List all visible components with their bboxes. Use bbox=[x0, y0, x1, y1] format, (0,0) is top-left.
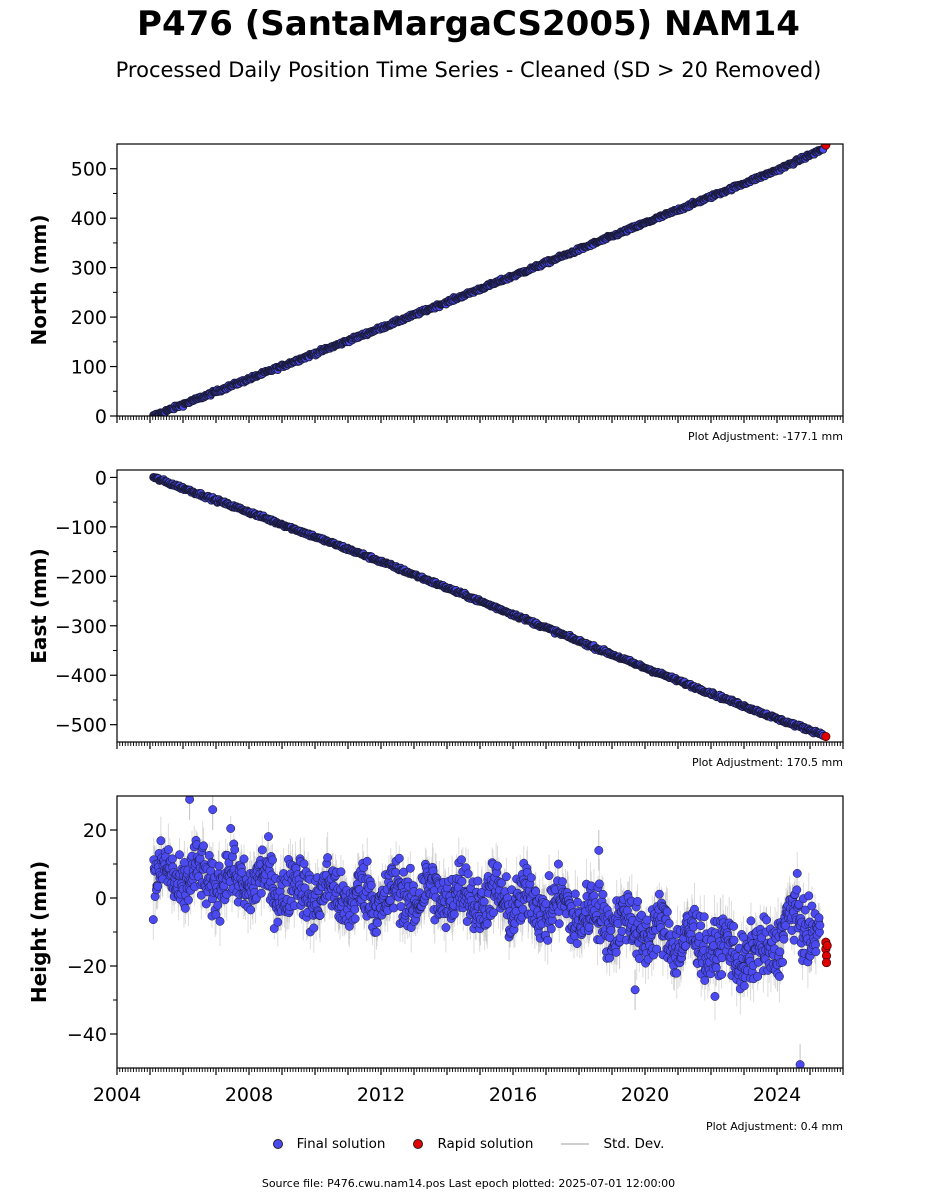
y-tick-label: 100 bbox=[71, 357, 107, 379]
rapid-solution-points bbox=[821, 144, 831, 150]
plot-area bbox=[148, 796, 832, 1068]
y-tick-label: 300 bbox=[71, 258, 107, 280]
panel-east: 0 −100 −200 −300 −400 −500 East (mm) Plot Adjus… bbox=[27, 467, 844, 769]
y-tick-label: 0 bbox=[95, 467, 107, 489]
final-solution-points bbox=[149, 145, 828, 416]
final-solution-points bbox=[149, 473, 828, 740]
outlier-point bbox=[185, 796, 195, 804]
y-axis-label: Height (mm) bbox=[27, 861, 51, 1003]
y-tick-label: 200 bbox=[71, 307, 107, 329]
legend: Final solution Rapid solution Std. Dev. bbox=[0, 1136, 937, 1152]
plot-adjustment: Plot Adjustment: 170.5 mm bbox=[692, 756, 843, 769]
source-note: Source file: P476.cwu.nam14.pos Last epo… bbox=[261, 1177, 676, 1190]
x-tick-label: 2012 bbox=[357, 1084, 405, 1106]
panel-north: 0 100 200 300 400 500 North (mm) Plot Adjustmen… bbox=[27, 143, 844, 443]
outlier-point bbox=[795, 1060, 805, 1068]
y-tick-label: 400 bbox=[71, 208, 107, 230]
x-tick-label: 2016 bbox=[489, 1084, 537, 1106]
x-tick-label: 2004 bbox=[93, 1084, 141, 1106]
chart-title: P476 (SantaMargaCS2005) NAM14 bbox=[137, 4, 800, 44]
y-tick-label: −200 bbox=[55, 566, 107, 588]
x-tick-label: 2020 bbox=[621, 1084, 669, 1106]
plot-area bbox=[149, 144, 831, 416]
x-tick-label: 2024 bbox=[753, 1084, 801, 1106]
y-axis-label: East (mm) bbox=[27, 548, 51, 664]
legend-final-label: Final solution bbox=[296, 1136, 386, 1152]
y-axis-label: North (mm) bbox=[27, 214, 51, 345]
outlier-point bbox=[208, 805, 218, 815]
plot-adjustment: Plot Adjustment: 0.4 mm bbox=[706, 1120, 843, 1133]
final-marker-icon bbox=[272, 1139, 283, 1149]
panel-height: 20 0 −20 −40 2004 2008 2012 2016 2020 2024 Height … bbox=[27, 795, 844, 1133]
stddev-line-icon bbox=[561, 1143, 590, 1145]
y-tick-label: −100 bbox=[55, 517, 107, 539]
rapid-solution-points bbox=[821, 732, 831, 742]
x-tick-label: 2008 bbox=[225, 1084, 273, 1106]
final-solution-points bbox=[148, 796, 825, 1068]
y-tick-label: 0 bbox=[95, 406, 107, 428]
y-tick-label: −400 bbox=[55, 665, 107, 687]
legend-stddev-label: Std. Dev. bbox=[603, 1136, 665, 1152]
legend-rapid-label: Rapid solution bbox=[437, 1136, 534, 1152]
outlier-point bbox=[630, 985, 640, 995]
legend-stddev: Std. Dev. bbox=[561, 1136, 664, 1152]
rapid-point bbox=[822, 941, 832, 951]
rapid-marker-icon bbox=[413, 1139, 424, 1149]
plot-adjustment: Plot Adjustment: -177.1 mm bbox=[688, 430, 843, 443]
y-tick-label: −20 bbox=[67, 956, 107, 978]
y-tick-label: 500 bbox=[71, 159, 107, 181]
y-tick-label: 20 bbox=[83, 820, 107, 842]
rapid-solution-points bbox=[821, 937, 832, 968]
rapid-point bbox=[821, 144, 831, 150]
y-tick-label: 0 bbox=[95, 888, 107, 910]
legend-rapid: Rapid solution bbox=[413, 1136, 533, 1152]
chart-subtitle: Processed Daily Position Time Series - C… bbox=[115, 58, 822, 82]
rapid-point bbox=[821, 732, 831, 742]
y-tick-label: −300 bbox=[55, 616, 107, 638]
y-tick-label: −500 bbox=[55, 715, 107, 737]
rapid-point bbox=[821, 958, 832, 968]
y-tick-label: −40 bbox=[67, 1024, 107, 1046]
legend-final: Final solution bbox=[272, 1136, 386, 1152]
outlier-point bbox=[594, 845, 604, 855]
plot-area bbox=[149, 473, 831, 742]
